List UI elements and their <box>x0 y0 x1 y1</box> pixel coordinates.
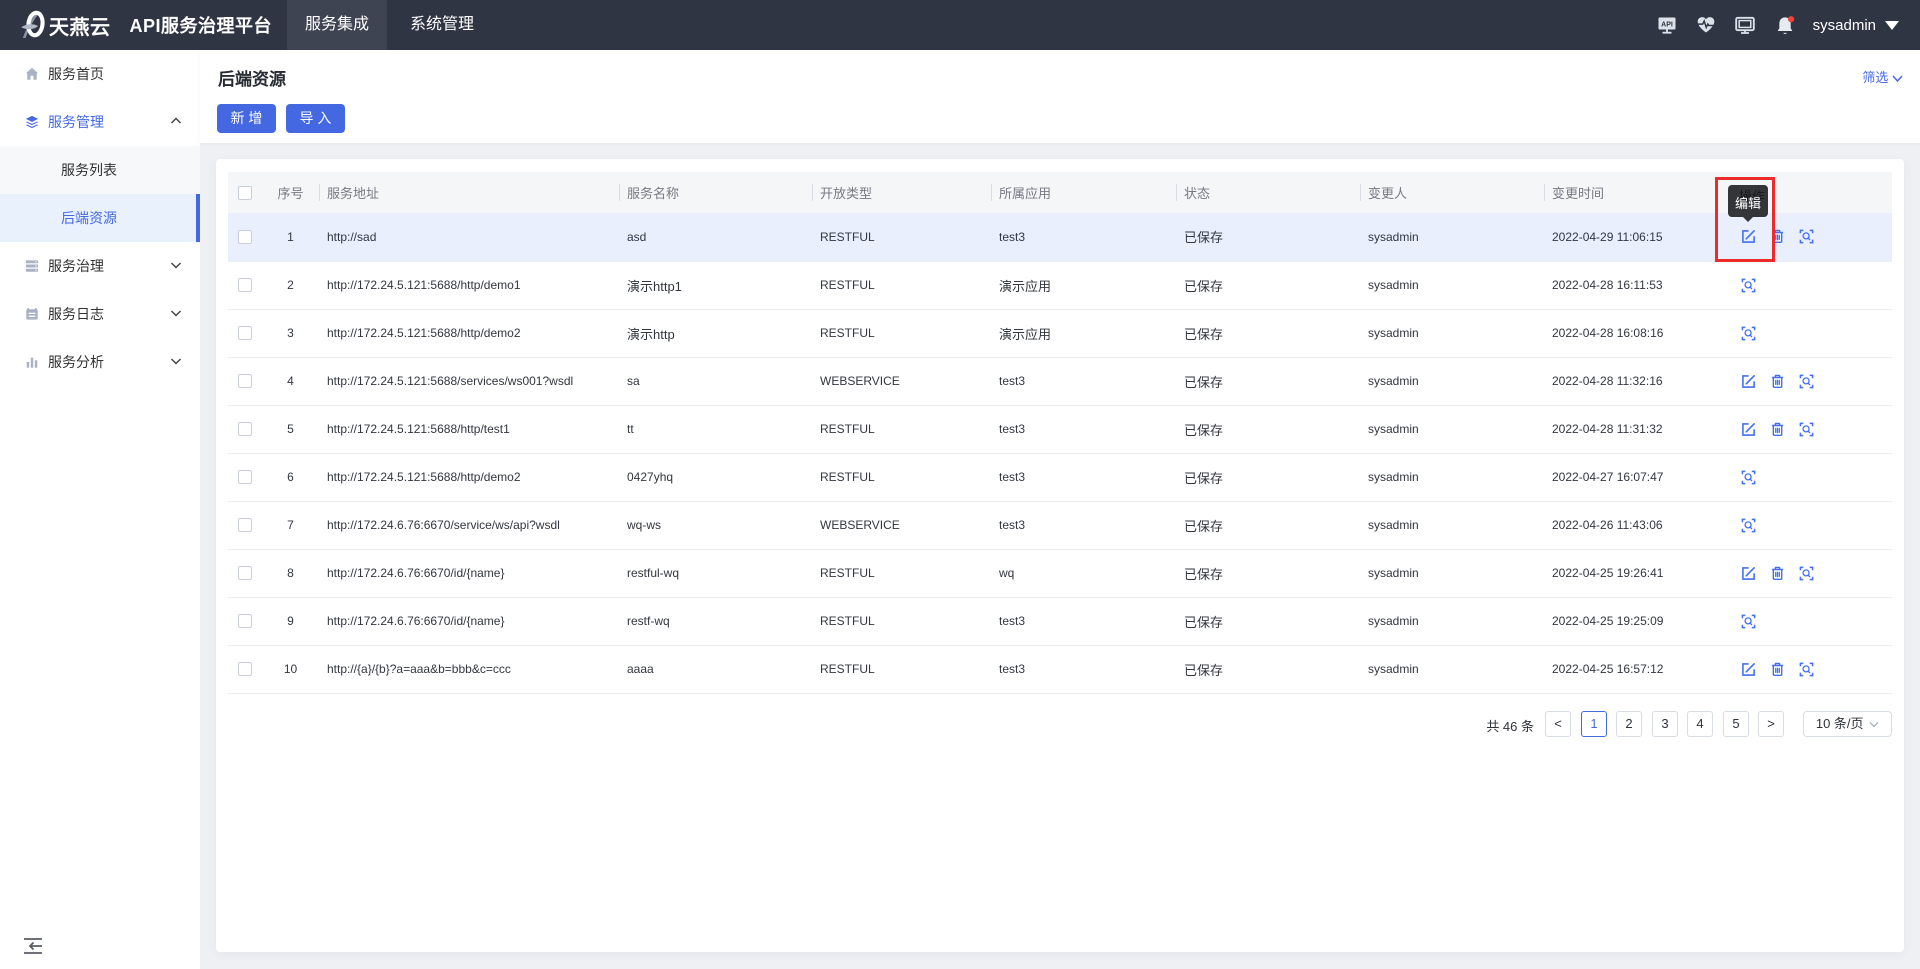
svg-text:API: API <box>1661 22 1673 29</box>
